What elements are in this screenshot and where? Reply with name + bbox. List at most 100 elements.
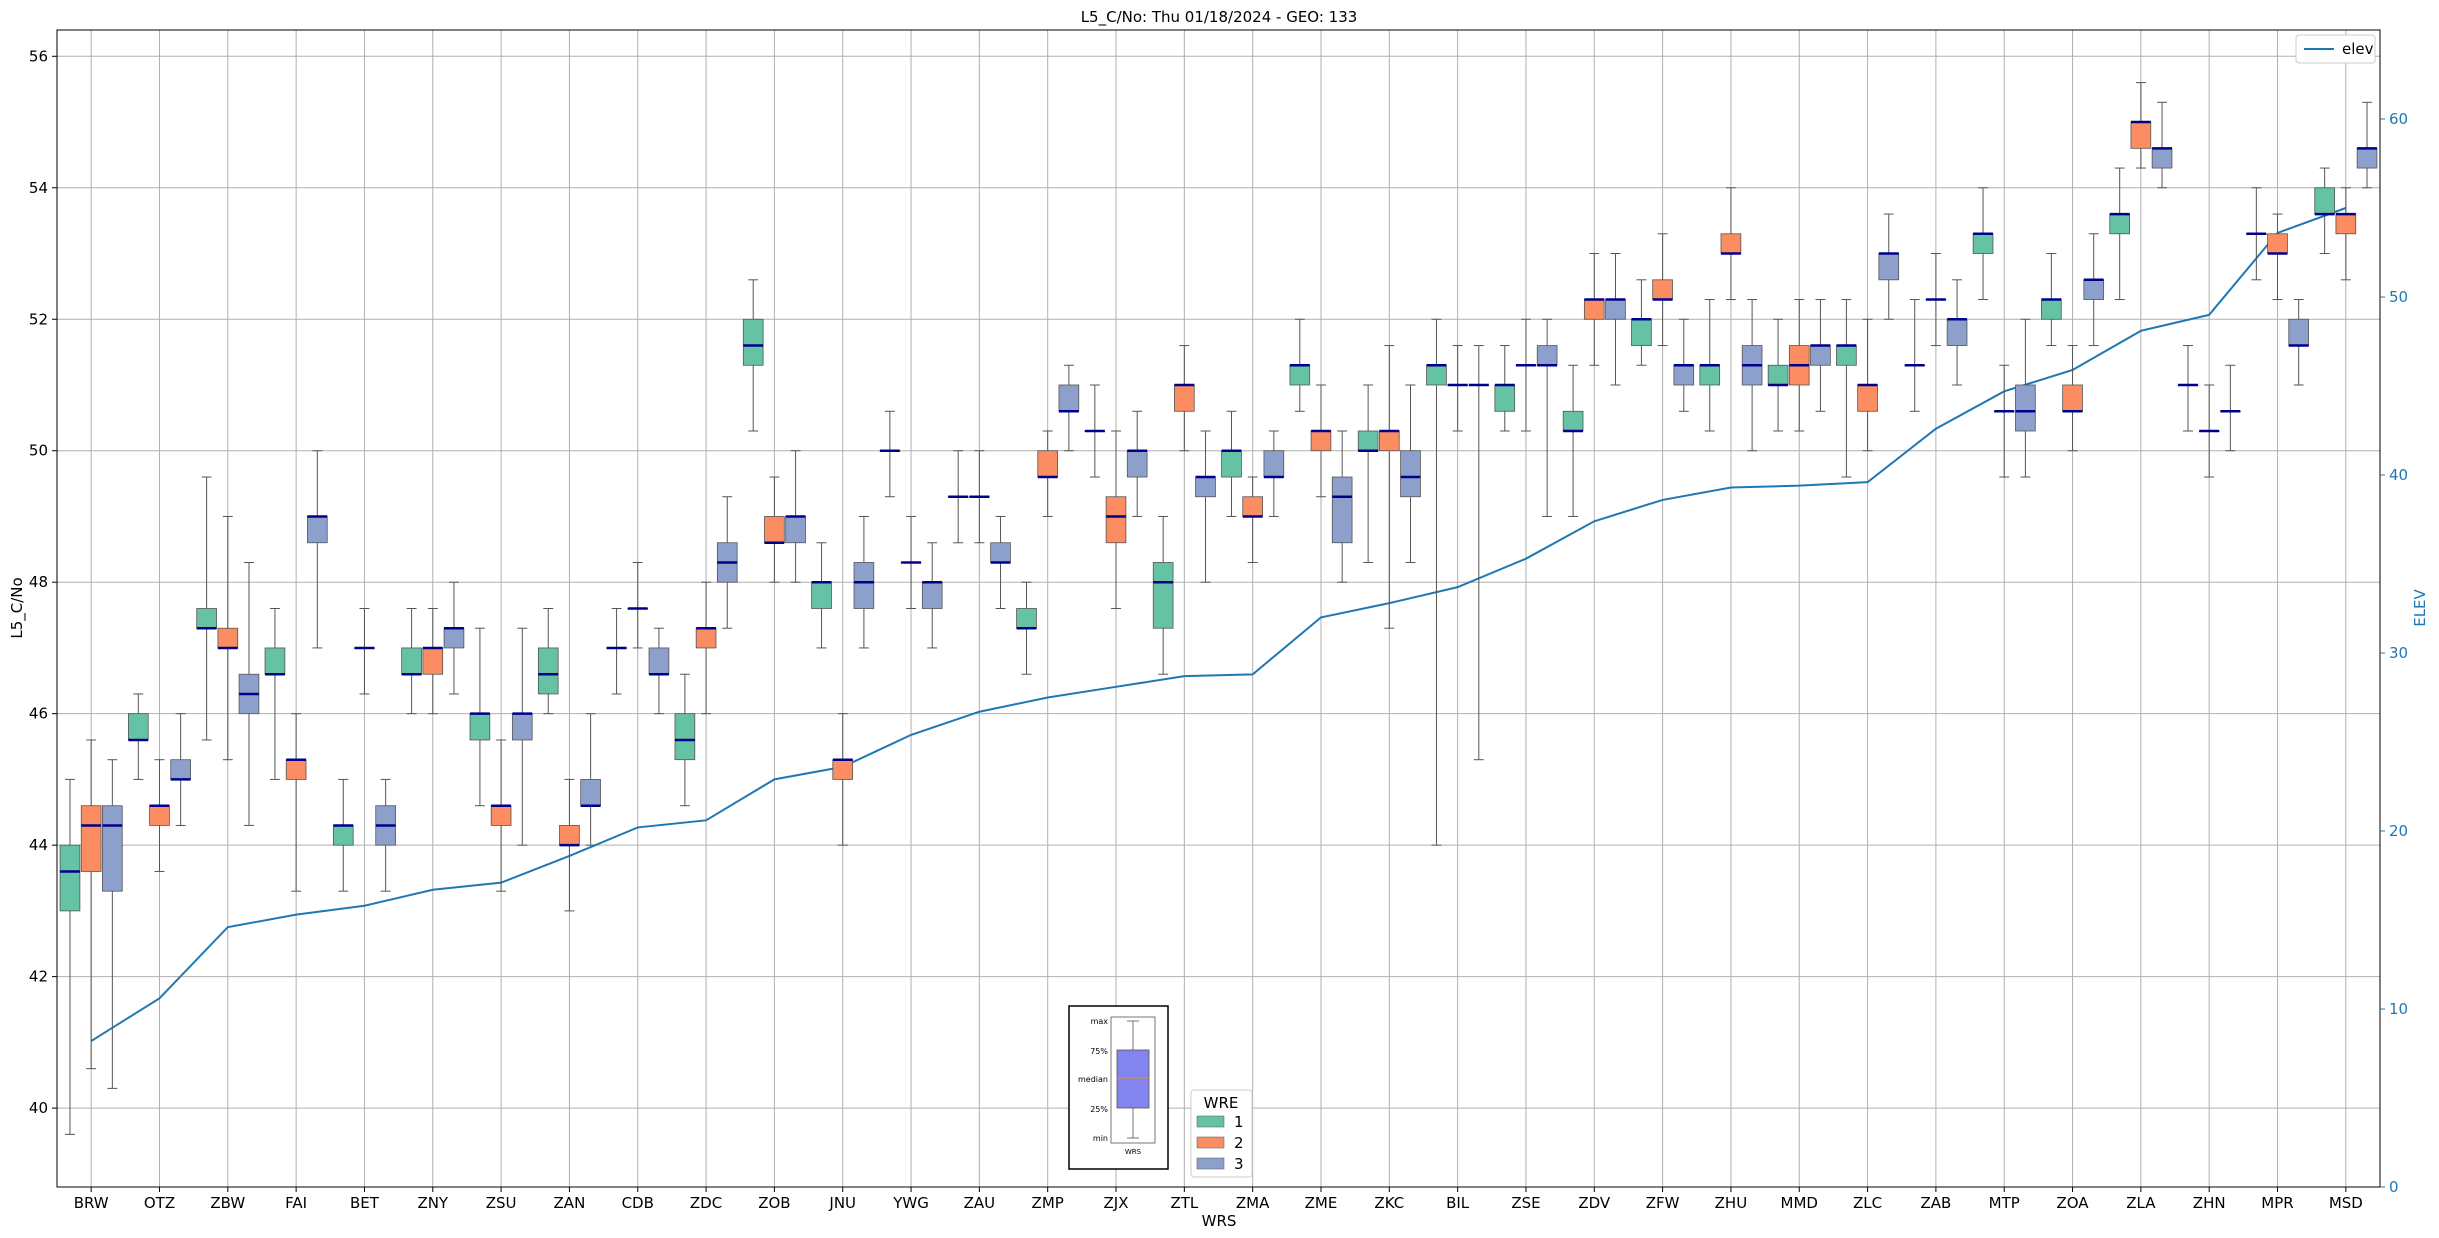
box-iqr [1126,450,1148,478]
x-axis-title: WRS [1202,1212,1237,1230]
x-tick-label: MPR [2261,1194,2293,1212]
box-iqr [1946,318,1968,346]
box-group-zbw-wre2 [217,515,239,761]
box-group-otz-wre3 [170,713,191,826]
box-iqr [469,713,491,741]
elev-legend: elev [2295,34,2376,64]
x-tick-label: ZJX [1104,1194,1129,1212]
box-iqr [264,647,286,675]
box-group-zan-wre1 [537,608,559,715]
box-group-zan-wre3 [580,713,601,846]
box-group-zab-wre3 [1946,279,1968,386]
x-tick-label: YWG [892,1194,929,1212]
box-group-zfw-wre1 [1631,279,1652,366]
box-group-zme-wre2 [1310,384,1332,498]
box-iqr [1263,450,1285,478]
box-group-fai-wre3 [307,450,328,649]
box-iqr [1562,410,1584,432]
box-group-zny-wre1 [401,608,422,715]
x-tick-label: ZSU [486,1194,517,1212]
box-group-otz-wre2 [149,759,170,872]
box-iqr [2041,299,2062,320]
box-iqr [2314,187,2335,215]
box-layer [59,82,2378,1135]
y2-tick-label: 50 [2389,288,2408,306]
box-group-zdv-wre2 [1583,253,1605,366]
box-group-zkc-wre3 [1400,384,1421,563]
box-iqr [511,713,533,741]
box-group-ztl-wre3 [1195,430,1216,583]
box-group-fai-wre1 [264,608,286,780]
x-tick-label: ZHN [2193,1194,2226,1212]
box-iqr [648,647,670,675]
box-group-bil-wre1 [1426,318,1447,846]
y-tick-label: 54 [29,179,48,197]
x-tick-label: ZSE [1511,1194,1540,1212]
box-iqr [2062,384,2083,412]
box-group-zlc-wre2 [1857,318,1878,452]
box-group-zdc-wre2 [695,581,717,715]
box-iqr [443,627,465,649]
x-tick-label: ZTL [1170,1194,1198,1212]
box-iqr [2130,121,2152,149]
wre-legend-frame [1190,1089,1253,1178]
box-iqr [490,805,512,826]
box-group-bet-wre1 [332,778,354,892]
inset-label-min: min [1093,1134,1108,1143]
y-axis-title: L5_C/No [8,577,27,638]
y-axis-right: 0 10 20 30 40 50 60 [2380,110,2408,1196]
x-tick-label: ZDV [1578,1194,1611,1212]
box-group-msd-wre2 [2335,187,2357,281]
box-group-mtp-wre3 [2015,318,2036,478]
inset-box [1116,1049,1150,1109]
box-group-zbw-wre3 [238,561,260,826]
x-tick-label: MSD [2329,1194,2363,1212]
box-group-zla-wre2 [2130,82,2152,169]
box-group-zkc-wre1 [1357,384,1379,563]
box-iqr [1105,496,1127,544]
box-group-bil-wre3 [1468,345,1490,761]
y2-axis-title: ELEV [2411,588,2429,626]
box-group-cdb-wre2 [627,561,649,649]
box-group-zau-wre3 [990,515,1011,609]
box-iqr [1720,233,1742,254]
box-group-zlc-wre1 [1836,299,1857,478]
y2-tick-label: 10 [2389,1000,2408,1018]
box-iqr [332,825,354,846]
plot-frame [56,29,2381,1188]
box-iqr [1810,345,1831,366]
box-iqr [401,647,422,675]
x-tick-label: MMD [1781,1194,1818,1212]
x-tick-label: ZNY [417,1194,448,1212]
x-tick-label: BRW [74,1194,109,1212]
inset-xlabel: WRS [1125,1148,1142,1156]
inset-label-q1: 25% [1090,1105,1108,1114]
box-group-ywg-wre3 [921,542,943,649]
x-tick-label: ZMP [1032,1194,1064,1212]
box-iqr [853,562,875,609]
elev-legend-frame [2295,34,2376,64]
x-axis: BRW OTZ ZBW FAI BET ZNY ZSU ZAN CDB ZDC ZOB JNU YWG Z… [74,1187,2363,1212]
box-group-zhu-wre1 [1699,299,1721,432]
box-iqr [1878,253,1900,281]
box-iqr [2151,147,2173,169]
box-group-zdv-wre3 [1605,253,1626,386]
box-group-zse-wre2 [1515,318,1537,432]
box-group-zmp-wre1 [1016,581,1037,675]
box-group-mpr-wre1 [2246,187,2267,281]
box-iqr [764,516,785,544]
box-group-zsu-wre2 [490,739,512,892]
box-group-fai-wre2 [285,713,307,892]
y2-tick-label: 30 [2389,644,2408,662]
box-iqr [149,805,170,826]
box-group-zfw-wre2 [1652,233,1673,347]
box-iqr [921,581,943,609]
box-group-mtp-wre1 [1972,187,1994,301]
box-group-zau-wre1 [947,450,969,544]
box-group-bet-wre3 [375,778,396,892]
box-iqr [1174,384,1195,412]
x-tick-label: ZOA [2056,1194,2089,1212]
box-iqr [1357,430,1379,452]
box-group-zab-wre1 [1904,299,1926,412]
box-group-jnu-wre3 [853,515,875,649]
